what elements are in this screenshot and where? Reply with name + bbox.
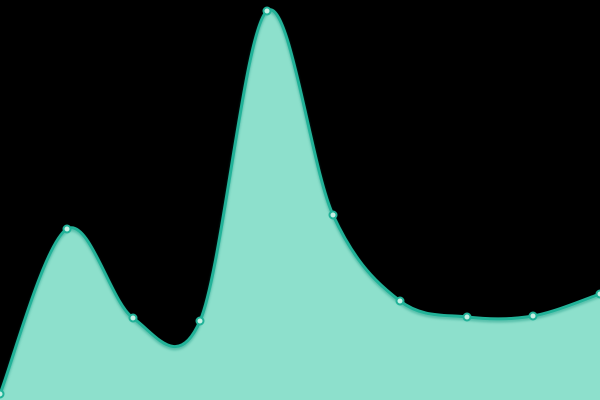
data-point-marker [328,210,338,220]
data-point-marker [595,289,600,299]
data-point-marker [128,313,138,323]
data-point-marker [195,316,205,326]
data-point-marker [528,311,538,321]
area-fill [0,9,600,400]
data-point-marker [395,296,405,306]
data-point-marker [62,224,72,234]
data-point-markers [0,6,600,399]
data-point-marker [262,6,272,16]
data-point-marker [462,312,472,322]
data-point-marker [0,389,5,399]
